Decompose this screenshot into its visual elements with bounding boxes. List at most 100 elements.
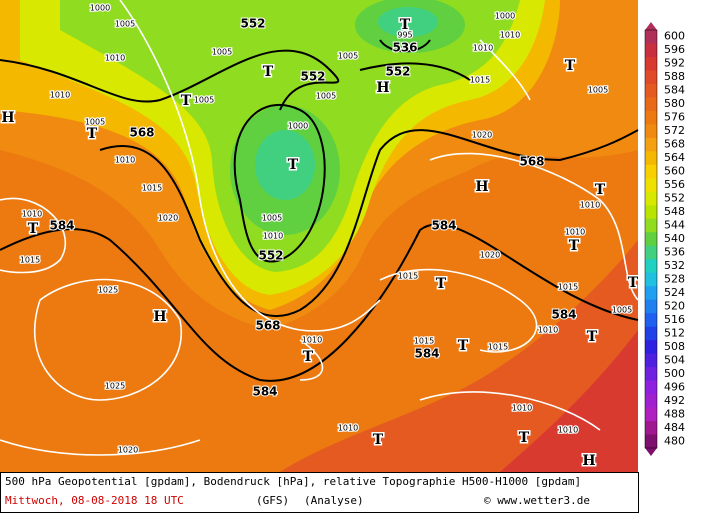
isobar-label: 1000 bbox=[495, 12, 515, 21]
isobar-label: 1015 bbox=[488, 343, 508, 352]
pressure-center: T bbox=[87, 126, 98, 142]
colorbar-swatch bbox=[645, 83, 657, 98]
isobar-label: 1015 bbox=[558, 283, 578, 292]
colorbar-label: 552 bbox=[664, 192, 685, 205]
field-592 bbox=[500, 330, 638, 472]
pressure-center: T bbox=[303, 349, 314, 365]
pressure-center: H bbox=[153, 309, 166, 325]
colorbar-swatch bbox=[645, 191, 657, 206]
colorbar-label: 540 bbox=[664, 232, 685, 245]
colorbar-swatch bbox=[645, 218, 657, 233]
colorbar-swatch bbox=[645, 394, 657, 409]
isobar-label: 1015 bbox=[470, 76, 490, 85]
colorbar-swatch bbox=[645, 124, 657, 139]
colorbar-swatch bbox=[645, 326, 657, 341]
colorbar-bottom-arrow bbox=[645, 448, 657, 456]
colorbar-swatch bbox=[645, 70, 657, 85]
colorbar-label: 584 bbox=[664, 84, 685, 97]
colorbar-swatch bbox=[645, 421, 657, 436]
geopotential-label: 584 bbox=[252, 385, 277, 399]
map: 1000 1005 1010 1010 1005 1010 1015 1020 1010 1015… bbox=[0, 0, 640, 472]
colorbar-swatch bbox=[645, 56, 657, 71]
isobar-label: 1010 bbox=[263, 232, 283, 241]
isobar-label: 1015 bbox=[20, 256, 40, 265]
isobar-label: 1005 bbox=[194, 96, 214, 105]
geopotential-label: 584 bbox=[414, 347, 439, 361]
footer-box bbox=[0, 472, 639, 513]
isobar-label: 1010 bbox=[580, 201, 600, 210]
isobar-label: 1005 bbox=[612, 306, 632, 315]
pressure-center: H bbox=[475, 179, 488, 195]
isobar-label: 1015 bbox=[142, 184, 162, 193]
isobar-label: 1010 bbox=[302, 336, 322, 345]
isobar-label: 1015 bbox=[398, 272, 418, 281]
pressure-center: T bbox=[28, 221, 39, 237]
colorbar-swatch bbox=[645, 353, 657, 368]
colorbar-swatch bbox=[645, 178, 657, 193]
pressure-center: T bbox=[628, 275, 639, 291]
isobar-label: 1010 bbox=[50, 91, 70, 100]
colorbar-label: 600 bbox=[664, 30, 685, 43]
colorbar-label: 504 bbox=[664, 353, 685, 366]
colorbar-swatch bbox=[645, 205, 657, 220]
colorbar: 6005965925885845805765725685645605565525… bbox=[644, 22, 685, 456]
colorbar-swatch bbox=[645, 30, 657, 44]
colorbar-swatch bbox=[645, 380, 657, 395]
isobar-label: 1010 bbox=[558, 426, 578, 435]
colorbar-label: 564 bbox=[664, 151, 685, 164]
colorbar-swatch bbox=[645, 259, 657, 274]
colorbar-label: 592 bbox=[664, 57, 685, 70]
isobar-label: 1015 bbox=[414, 337, 434, 346]
isobar-label: 1000 bbox=[288, 122, 308, 131]
pressure-center: T bbox=[288, 157, 299, 173]
colorbar-label: 524 bbox=[664, 286, 685, 299]
colorbar-label: 580 bbox=[664, 97, 685, 110]
footer-run: (Analyse) bbox=[304, 494, 364, 507]
colorbar-label: 528 bbox=[664, 272, 685, 285]
footer-model: (GFS) bbox=[256, 494, 289, 507]
isobar-label: 1005 bbox=[212, 48, 232, 57]
isobar-label: 995 bbox=[397, 31, 412, 40]
colorbar-swatch bbox=[645, 340, 657, 355]
pressure-center: T bbox=[400, 17, 411, 33]
colorbar-label: 548 bbox=[664, 205, 685, 218]
pressure-center: T bbox=[595, 182, 606, 198]
geopotential-contours bbox=[0, 39, 639, 382]
isobar-label: 1005 bbox=[338, 52, 358, 61]
isobar-label: 1010 bbox=[512, 404, 532, 413]
colorbar-frame bbox=[644, 29, 658, 449]
pressure-center: T bbox=[569, 238, 580, 254]
field-584 bbox=[280, 240, 638, 472]
geopotential-label: 584 bbox=[431, 219, 456, 233]
field-536 bbox=[255, 130, 315, 200]
footer-source: © www.wetter3.de bbox=[484, 494, 590, 507]
colorbar-swatch bbox=[645, 232, 657, 247]
pressure-center: T bbox=[263, 64, 274, 80]
isobar-label: 1010 bbox=[22, 210, 42, 219]
pressure-center: T bbox=[458, 338, 469, 354]
footer: 500 hPa Geopotential [gpdam], Bodendruck… bbox=[0, 472, 639, 513]
isobar-label: 1010 bbox=[105, 54, 125, 63]
colorbar-swatch bbox=[645, 367, 657, 382]
colorbar-label: 544 bbox=[664, 219, 685, 232]
geopotential-label: 552 bbox=[300, 70, 325, 84]
colorbar-label: 572 bbox=[664, 124, 685, 137]
isobar-label: 1005 bbox=[588, 86, 608, 95]
colorbar-swatch bbox=[645, 151, 657, 166]
geopotential-label: 552 bbox=[385, 65, 410, 79]
colorbar-swatch bbox=[645, 313, 657, 328]
geopotential-label: 584 bbox=[551, 308, 576, 322]
pressure-center: T bbox=[587, 329, 598, 345]
pressure-center: H bbox=[1, 110, 14, 126]
isobar-label: 1020 bbox=[118, 446, 138, 455]
colorbar-label: 488 bbox=[664, 407, 685, 420]
isobar-label: 1010 bbox=[338, 424, 358, 433]
colorbar-label: 496 bbox=[664, 380, 685, 393]
colorbar-swatch bbox=[645, 272, 657, 287]
isobar-label: 1005 bbox=[85, 118, 105, 127]
pressure-center: H bbox=[582, 453, 595, 469]
isobar-label: 1005 bbox=[262, 214, 282, 223]
geopotential-label: 568 bbox=[129, 126, 154, 140]
colorbar-label: 512 bbox=[664, 326, 685, 339]
